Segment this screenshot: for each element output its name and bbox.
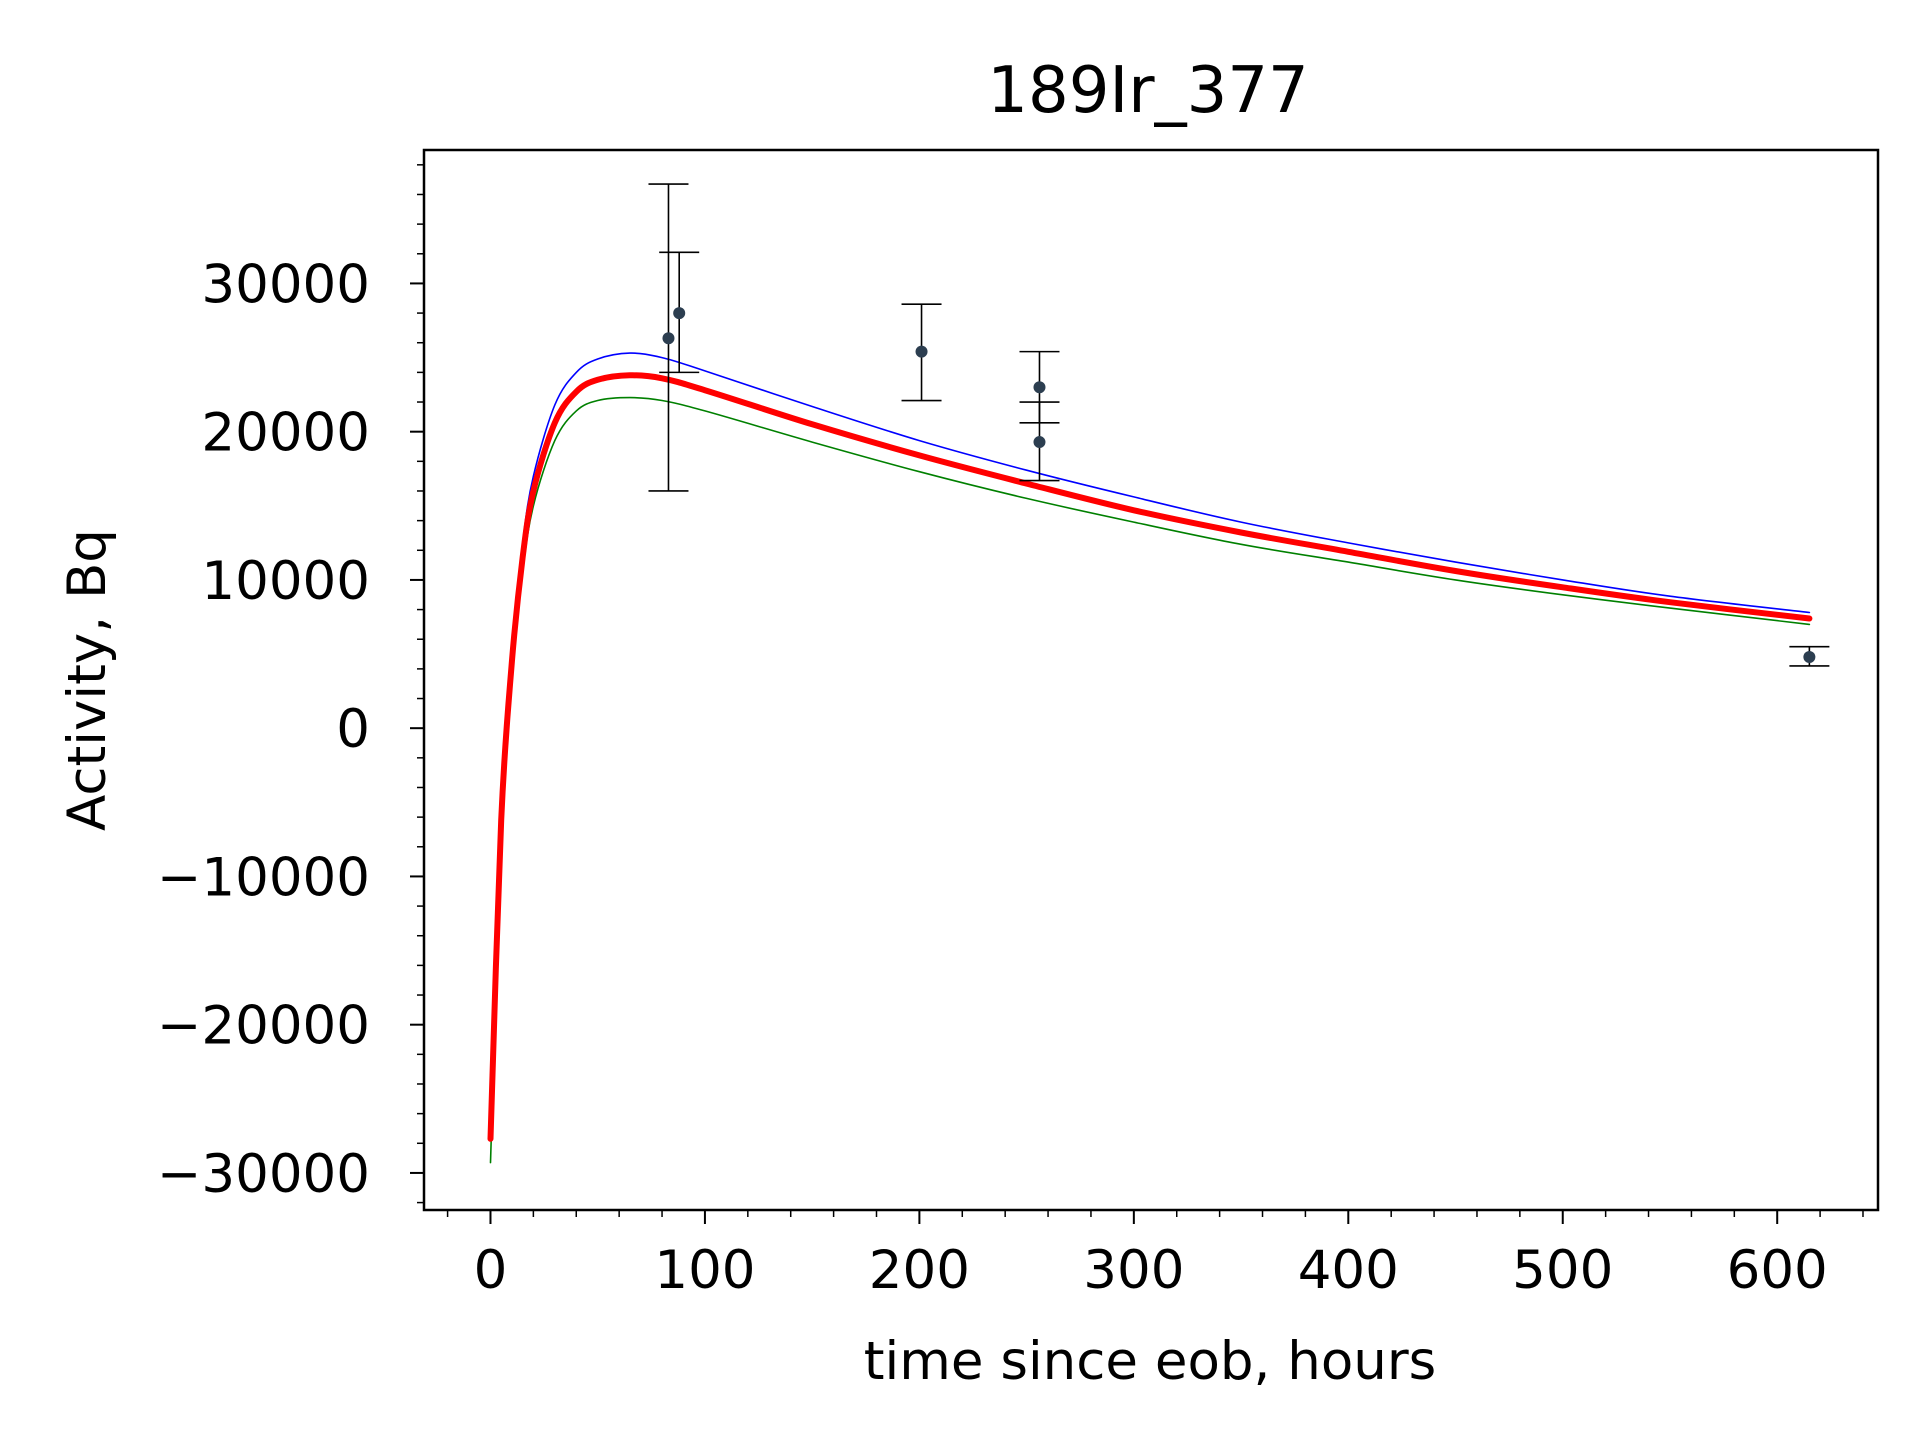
x-tick-label-1: 100 <box>654 1240 755 1301</box>
x-axis: 0 100 200 300 400 500 600 <box>446 1210 1864 1301</box>
x-axis-title: time since eob, hours <box>864 1331 1437 1392</box>
data-point-2 <box>901 303 942 402</box>
data-point-1 <box>659 251 700 374</box>
y-tick-label-1: −20000 <box>157 996 370 1057</box>
y-axis-title: Activity, Bq <box>57 529 118 831</box>
data-marker-0 <box>662 332 675 345</box>
y-tick-label-0: −30000 <box>157 1144 370 1205</box>
data-point-5 <box>1789 645 1830 667</box>
x-tick-label-4: 400 <box>1298 1240 1399 1301</box>
data-marker-4 <box>1033 436 1046 449</box>
x-tick-label-5: 500 <box>1512 1240 1613 1301</box>
x-tick-label-3: 300 <box>1083 1240 1184 1301</box>
data-point-4 <box>1019 401 1060 482</box>
y-axis: −30000 −20000 −10000 0 10000 20000 30000 <box>157 164 424 1205</box>
x-tick-label-0: 0 <box>474 1240 508 1301</box>
data-marker-1 <box>673 307 686 320</box>
y-tick-label-2: −10000 <box>157 847 370 908</box>
data-point-0 <box>648 183 689 492</box>
data-marker-5 <box>1803 651 1816 664</box>
y-tick-label-4: 10000 <box>201 551 370 612</box>
chart-title: 189Ir_377 <box>987 54 1309 128</box>
x-tick-label-2: 200 <box>869 1240 970 1301</box>
y-tick-label-6: 30000 <box>201 254 370 315</box>
y-tick-label-5: 20000 <box>201 403 370 464</box>
y-tick-label-3: 0 <box>336 699 370 760</box>
plot-frame <box>422 148 1880 1212</box>
series-line-2 <box>487 372 1813 1142</box>
plot-area <box>487 183 1830 1164</box>
data-marker-2 <box>915 345 928 358</box>
data-marker-3 <box>1033 381 1046 394</box>
x-tick-label-6: 600 <box>1727 1240 1828 1301</box>
